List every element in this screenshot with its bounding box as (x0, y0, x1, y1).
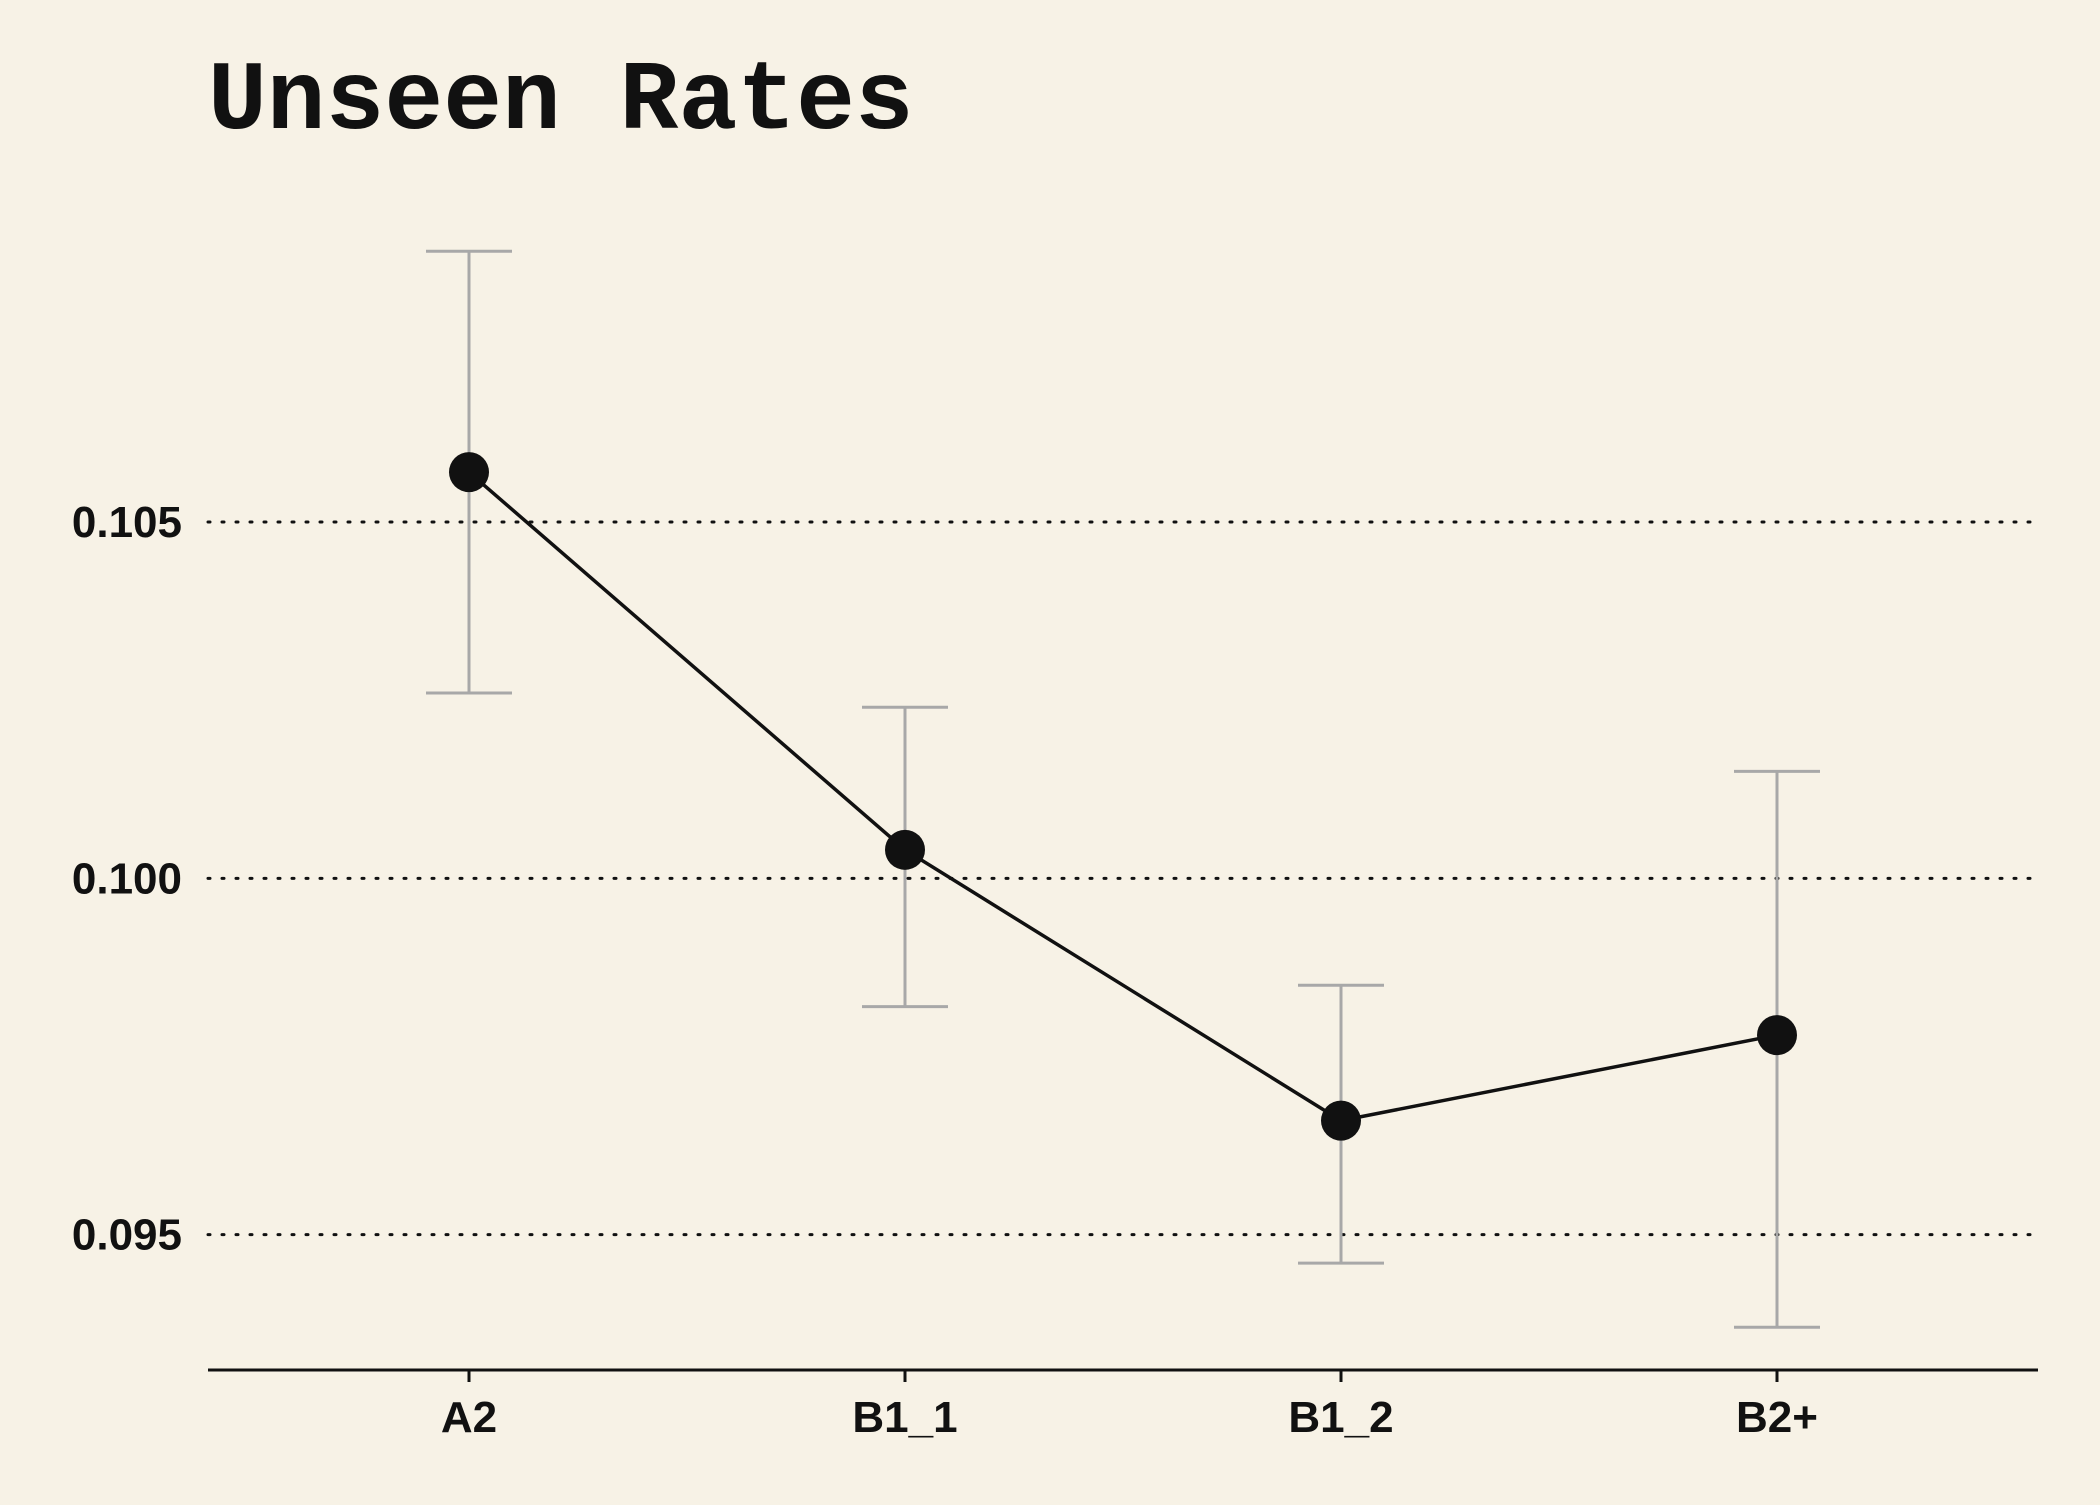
tick-labels: 0.095 0.100 0.105 A2 B1_1 B1_2 B2+ (72, 498, 1818, 1442)
axes (208, 1368, 2038, 1382)
data-point (449, 452, 489, 493)
y-tick-label: 0.105 (72, 498, 182, 547)
y-tick-label: 0.100 (72, 854, 182, 903)
data-point (1757, 1015, 1797, 1056)
gridlines (206, 520, 2040, 1237)
chart-title: Unseen Rates (208, 47, 914, 158)
data-point (885, 829, 925, 870)
series-line (467, 470, 1778, 1123)
series-points (449, 452, 1797, 1141)
x-tick-label: A2 (441, 1393, 497, 1442)
y-tick-label: 0.095 (72, 1211, 182, 1260)
x-tick-label: B1_2 (1288, 1393, 1393, 1442)
error-bars (426, 249, 1820, 1329)
x-tick-label: B2+ (1736, 1393, 1818, 1442)
x-tick-label: B1_1 (852, 1393, 957, 1442)
series-lines (467, 470, 1778, 1123)
data-point (1321, 1100, 1361, 1141)
